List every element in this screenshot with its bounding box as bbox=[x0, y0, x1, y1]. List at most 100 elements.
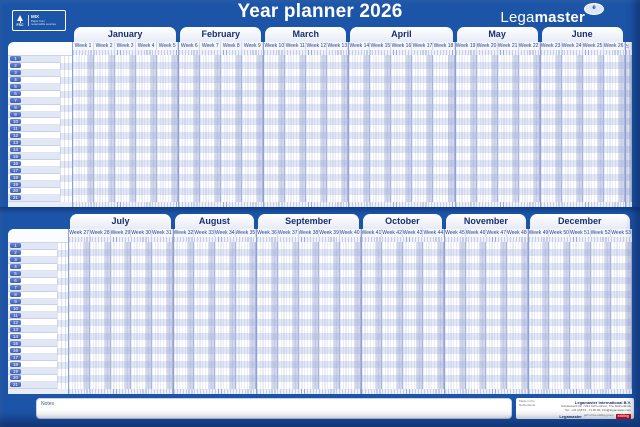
row-number-chip: 21 bbox=[10, 195, 21, 201]
name-row: 7 bbox=[8, 284, 57, 292]
names-spacer bbox=[8, 27, 60, 42]
week-label: Week 42 bbox=[382, 229, 403, 237]
page-title: Year planner 2026 bbox=[237, 1, 403, 22]
week-label: Week 15 bbox=[370, 42, 392, 50]
week-column bbox=[382, 242, 403, 389]
row-number-chip: 4 bbox=[10, 77, 21, 83]
week-column bbox=[361, 242, 383, 389]
week-column bbox=[319, 242, 340, 389]
week-label: Week 31 bbox=[151, 229, 173, 237]
month-grid bbox=[68, 242, 173, 389]
name-row: 21 bbox=[8, 194, 60, 202]
row-number-chip: 16 bbox=[10, 160, 21, 166]
name-row: 13 bbox=[8, 139, 60, 147]
week-labels-row: Week 23 Week 24 Week 25 Week 26 bbox=[539, 42, 625, 50]
week-column bbox=[518, 55, 540, 202]
name-row: 11 bbox=[8, 312, 57, 320]
week-column bbox=[327, 55, 349, 202]
week-label: Week 39 bbox=[319, 229, 340, 237]
month-grid bbox=[444, 242, 528, 389]
fsc-line1: Paper from bbox=[31, 18, 45, 23]
row-number-chip: 5 bbox=[10, 84, 21, 90]
planner-grids: 1 2 3 4 5 6 7 8 9 10 11 12 13 14 15 16 17 18 19 20 21 January… bbox=[0, 27, 640, 394]
sliver-week-group: 27 bbox=[624, 27, 633, 207]
week-label: Week 26 bbox=[603, 42, 625, 50]
month-group-february: February Week 6 Week 7 Week 8 Week 9 bbox=[178, 27, 264, 207]
name-row: 1 bbox=[8, 55, 60, 63]
week-column bbox=[94, 55, 116, 202]
month-group-september: September Week 36 Week 37 Week 38 Week 39 Wee… bbox=[256, 214, 361, 394]
week-column bbox=[339, 242, 361, 389]
fsc-mix-label: MIX bbox=[31, 13, 40, 19]
week-column bbox=[549, 242, 570, 389]
spacer-columns bbox=[56, 229, 69, 394]
week-labels-row: Week 27 Week 28 Week 29 Week 30 Week 31 bbox=[68, 229, 173, 237]
row-number-chip: 21 bbox=[10, 382, 21, 388]
week-column bbox=[455, 55, 477, 202]
week-label: Week 49 bbox=[528, 229, 550, 237]
edding-sub-text: part of the edding group bbox=[583, 413, 614, 418]
made-in-text: Made in the Netherlands bbox=[519, 399, 536, 407]
name-row: 11 bbox=[8, 125, 60, 133]
month-tab: December bbox=[529, 214, 630, 229]
names-day-strip bbox=[8, 388, 57, 394]
day-number-strip bbox=[444, 389, 528, 394]
week-label: Week 6 bbox=[179, 42, 201, 50]
week-column bbox=[625, 55, 633, 202]
week-label: Week 46 bbox=[465, 229, 487, 237]
day-number-strip bbox=[454, 50, 540, 55]
week-label: Week 13 bbox=[327, 42, 349, 50]
month-grid bbox=[527, 242, 632, 389]
week-labels-row: Week 41 Week 42 Week 43 Week 44 bbox=[360, 229, 445, 237]
months-row: July Week 27 Week 28 Week 29 Week 30 Week 31 A… bbox=[68, 214, 632, 394]
row-number-chip: 10 bbox=[10, 118, 21, 124]
brand-bold: master bbox=[534, 9, 585, 26]
week-column bbox=[136, 55, 158, 202]
week-label: Week 33 bbox=[194, 229, 215, 237]
day-number-strip bbox=[178, 202, 264, 207]
legamaster-small-logo: Legamaster bbox=[559, 413, 582, 419]
name-row: 17 bbox=[8, 167, 60, 175]
name-row: 1 bbox=[8, 242, 57, 250]
day-number-strip bbox=[256, 237, 361, 242]
week-label: Week 30 bbox=[131, 229, 152, 237]
row-number-chip: 13 bbox=[10, 139, 21, 145]
brand-badge-icon: e bbox=[584, 3, 604, 15]
row-number-chip: 19 bbox=[10, 368, 21, 374]
day-number-strip bbox=[263, 202, 349, 207]
week-column bbox=[445, 242, 466, 389]
brand-light: Lega bbox=[500, 9, 535, 26]
row-number-chip: 20 bbox=[10, 188, 21, 194]
day-number-strip bbox=[360, 237, 445, 242]
spacer-columns bbox=[60, 42, 72, 207]
name-row: 5 bbox=[8, 270, 57, 278]
sliver-tab-spacer bbox=[625, 27, 632, 42]
week-labels-row: Week 10 Week 11 Week 12 Week 13 bbox=[263, 42, 349, 50]
month-grid bbox=[256, 242, 361, 389]
spacer-day-strip bbox=[56, 389, 69, 394]
month-grid bbox=[72, 55, 179, 202]
week-column bbox=[569, 242, 591, 389]
week-column bbox=[115, 55, 137, 202]
week-column bbox=[476, 55, 498, 202]
month-tab: May bbox=[456, 27, 538, 42]
day-number-strip bbox=[360, 389, 445, 394]
name-row: 14 bbox=[8, 146, 60, 154]
name-row: 12 bbox=[8, 132, 60, 140]
month-group-march: March Week 10 Week 11 Week 12 Week 13 bbox=[263, 27, 349, 207]
names-header bbox=[8, 42, 60, 56]
row-number-chip: 4 bbox=[10, 264, 21, 270]
day-number-strip bbox=[348, 202, 455, 207]
row-number-chip: 12 bbox=[10, 132, 21, 138]
week-column bbox=[298, 242, 320, 389]
week-column bbox=[402, 242, 424, 389]
week-label: Week 44 bbox=[423, 229, 445, 237]
month-grid bbox=[539, 55, 625, 202]
name-row: 3 bbox=[8, 69, 60, 77]
names-header bbox=[8, 229, 57, 243]
name-row: 2 bbox=[8, 63, 60, 70]
row-number-chip: 13 bbox=[10, 326, 21, 332]
fsc-line2: responsible sources bbox=[31, 21, 56, 26]
name-row: 19 bbox=[8, 181, 60, 189]
row-number-chip: 7 bbox=[10, 285, 21, 291]
